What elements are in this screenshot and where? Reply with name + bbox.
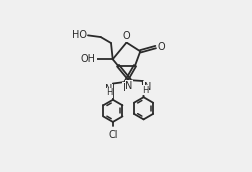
Text: N: N (122, 83, 130, 93)
Text: O: O (157, 42, 165, 52)
Text: N: N (104, 84, 112, 94)
Text: HO: HO (71, 30, 86, 40)
Text: OH: OH (81, 54, 96, 64)
Text: H: H (106, 88, 112, 97)
Text: Cl: Cl (108, 131, 117, 141)
Text: H: H (142, 86, 148, 95)
Text: N: N (143, 82, 150, 92)
Text: N: N (125, 81, 132, 91)
Text: O: O (122, 31, 130, 41)
